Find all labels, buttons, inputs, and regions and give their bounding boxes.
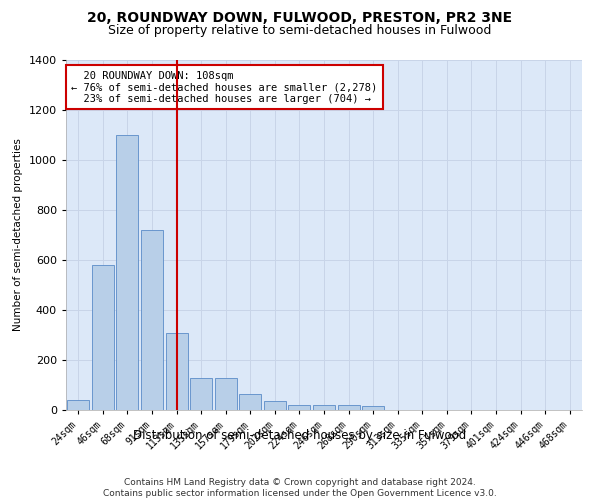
Bar xyxy=(313,405,335,410)
Bar xyxy=(239,394,262,410)
Bar xyxy=(362,406,384,410)
Bar xyxy=(289,405,310,410)
Bar xyxy=(67,400,89,410)
Bar xyxy=(166,332,188,410)
Text: Size of property relative to semi-detached houses in Fulwood: Size of property relative to semi-detach… xyxy=(109,24,491,37)
Bar xyxy=(215,378,237,410)
Bar xyxy=(116,135,139,410)
Bar xyxy=(92,265,114,410)
Bar xyxy=(264,401,286,410)
Text: Distribution of semi-detached houses by size in Fulwood: Distribution of semi-detached houses by … xyxy=(133,430,467,442)
Y-axis label: Number of semi-detached properties: Number of semi-detached properties xyxy=(13,138,23,332)
Text: 20, ROUNDWAY DOWN, FULWOOD, PRESTON, PR2 3NE: 20, ROUNDWAY DOWN, FULWOOD, PRESTON, PR2… xyxy=(88,11,512,25)
Text: 20 ROUNDWAY DOWN: 108sqm
← 76% of semi-detached houses are smaller (2,278)
  23%: 20 ROUNDWAY DOWN: 108sqm ← 76% of semi-d… xyxy=(71,70,377,104)
Bar xyxy=(190,378,212,410)
Bar xyxy=(338,405,359,410)
Bar xyxy=(141,230,163,410)
Text: Contains HM Land Registry data © Crown copyright and database right 2024.
Contai: Contains HM Land Registry data © Crown c… xyxy=(103,478,497,498)
